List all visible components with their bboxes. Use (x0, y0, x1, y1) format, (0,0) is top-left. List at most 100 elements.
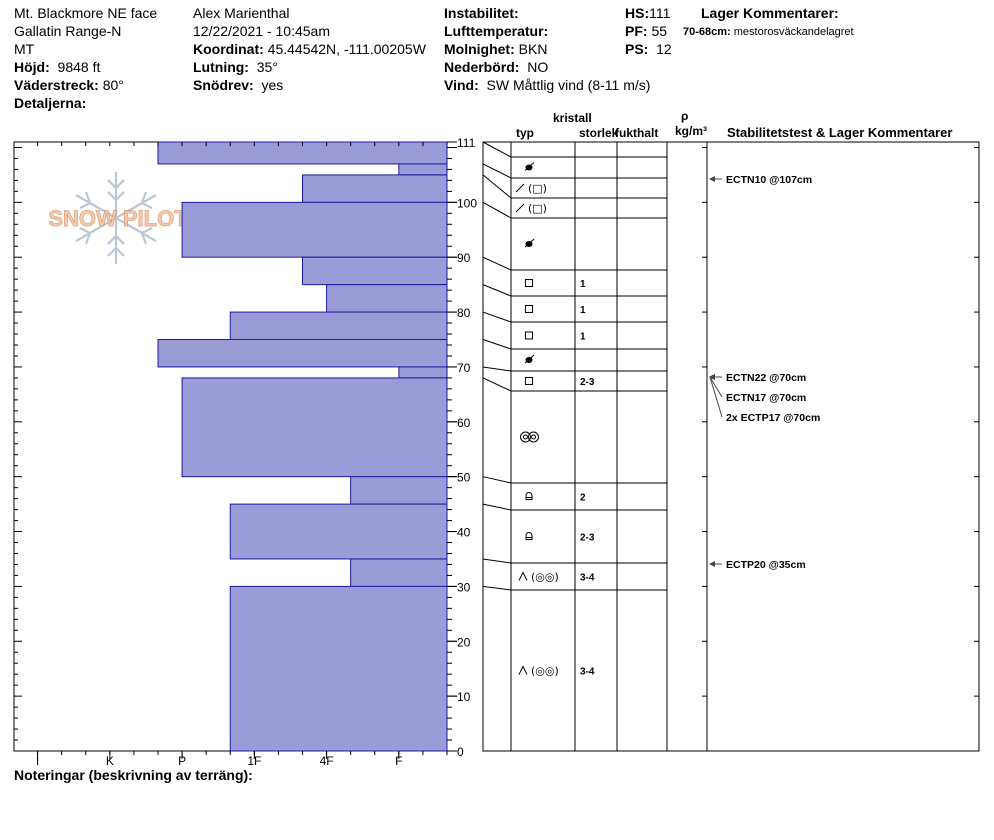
y-tick-label-80: 80 (457, 306, 471, 320)
ps-label: PS: (625, 41, 649, 57)
grain-rg-icon: (□) (528, 202, 547, 215)
notes-label: Noteringar (beskrivning av terräng): (14, 767, 253, 783)
stability-header: Stabilitetstest & Lager Kommentarer (727, 125, 953, 140)
y-tick-label-20: 20 (457, 635, 471, 649)
grain-mfcr-paren: (◎◎) (531, 571, 559, 584)
y-tick-label-0: 0 (457, 745, 464, 759)
hardness-bar-13 (229, 585, 448, 752)
elevation-label: Höjd: (14, 59, 50, 75)
grain-fc-icon (525, 305, 533, 313)
density-header: kg/m³ (675, 124, 708, 138)
layer-row-7 (524, 354, 535, 364)
aspect-row: Väderstreck: 80° (14, 77, 124, 93)
datetime: 12/22/2021 - 10:45am (193, 23, 330, 39)
slope-value: 35° (256, 59, 278, 75)
hardness-bar-5 (326, 284, 448, 313)
grain-size-label-11: 2-3 (580, 533, 595, 544)
layer-row-5: 1 (525, 305, 586, 316)
grain-fc-icon (525, 377, 533, 385)
precip-row: Nederbörd: NO (444, 59, 548, 75)
axis-ticks: I K P 1F 4F F 0 10 20 30 40 50 60 70 80 90 100 111 (14, 136, 477, 768)
grain-size-label-5: 1 (580, 305, 586, 316)
y-tick-label-90: 90 (457, 251, 471, 265)
x-tick-label-1F: 1F (247, 754, 261, 768)
drift-row: Snödrev: yes (193, 77, 283, 93)
layer-row-6: 1 (525, 331, 586, 343)
rho-header: ρ (681, 109, 689, 123)
layer-comment-text: mestorosväckandelagret (733, 26, 854, 38)
coordinate-label: Koordinat: (193, 41, 264, 57)
wind-desc: Måttlig vind (8-11 m/s) (512, 77, 651, 93)
layer-leader-1 (482, 163, 512, 179)
grain-sh-icon (518, 665, 528, 675)
layer-row-11: 2-3 (525, 532, 595, 544)
wind-dir: SW (486, 77, 510, 93)
hardness-bar-11 (229, 503, 448, 560)
stability-test-label: ECTN22 @70cm (726, 372, 806, 384)
grain-size-label-10: 2 (580, 493, 586, 504)
layer-leader-7 (482, 339, 512, 350)
layer-row-2: (□) (515, 202, 547, 215)
layer-leader-0 (482, 141, 512, 158)
layer-row-13: (◎◎) 3-4 (518, 665, 595, 678)
grain-df-icon (515, 203, 525, 213)
stability-test-4: ECTP20 @35cm (709, 559, 806, 571)
y-tick-label-30: 30 (457, 580, 471, 594)
layer-row-12: (◎◎) 3-4 (518, 571, 595, 584)
aspect-value: 80° (102, 77, 124, 93)
sky-label: Molnighet: (444, 41, 515, 57)
test-arrow-head (709, 176, 715, 182)
sky-row: Molnighet: BKN (444, 41, 547, 57)
test-arrow-line (709, 376, 723, 418)
aspect-label: Väderstreck: (14, 77, 99, 93)
grain-fc-icon (525, 279, 533, 287)
layer-comment-row: 70-68cm: mestorosväckandelagret (683, 24, 854, 40)
layer-leader-9 (482, 377, 512, 392)
layer-row-3 (524, 238, 535, 248)
crystal-header: kristall (553, 111, 592, 125)
layer-row-4: 1 (525, 279, 586, 290)
elevation-value: 9848 ft (57, 59, 101, 75)
airtemp-label: Lufttemperatur: (444, 23, 549, 39)
hardness-bar-10 (350, 476, 448, 505)
slope-row: Lutning: 35° (193, 59, 278, 75)
state: MT (14, 41, 35, 57)
layer-leader-11 (482, 503, 512, 511)
observer: Alex Marienthal (193, 5, 290, 21)
stability-tests: ECTN10 @107cm ECTN22 @70cm ECTN17 @70cm 2x … (709, 174, 820, 571)
x-tick-label-4F: 4F (320, 754, 334, 768)
size-header: storlek (579, 126, 617, 140)
test-arrow-line (709, 376, 723, 398)
layer-row-1: (□) (515, 182, 547, 195)
hardness-bar-4 (302, 256, 448, 286)
grain-dh-icon (525, 492, 533, 500)
sky-value: BKN (518, 41, 548, 57)
wind-label: Vind: (444, 77, 479, 93)
snowflake-icon: SNOW PILOT (48, 172, 189, 264)
grain-mfcr-dot (523, 434, 528, 440)
y-tick-label-100: 100 (457, 196, 477, 210)
grain-mfcr-icon (520, 431, 531, 443)
snowpilot-logo: SNOW PILOT (38, 170, 198, 270)
layer-comment-range: 70-68cm: (683, 26, 731, 38)
hardness-bar-9 (181, 377, 448, 478)
grain-mf-stroke (524, 162, 535, 171)
layer-leader-13 (482, 585, 512, 591)
grain-mfcr-dot-2 (531, 434, 536, 440)
layer-grid: (□) (□) 1 1 1 2-3 2 2-3 (◎◎) 3-4 (◎◎) 3-4 (482, 141, 667, 678)
grain-size-label-12: 3-4 (580, 573, 595, 584)
layer-leader-8 (482, 366, 512, 372)
grain-size-label-4: 1 (580, 279, 586, 290)
x-tick-label-K: K (106, 754, 114, 768)
layer-row-10: 2 (525, 492, 586, 504)
range: Gallatin Range-N (14, 23, 122, 39)
test-arrow-head (709, 374, 715, 380)
layer-row-0 (524, 162, 535, 171)
location: Mt. Blackmore NE face (14, 5, 158, 21)
layer-leader-10 (482, 476, 512, 484)
grain-size-label-13: 3-4 (580, 667, 595, 678)
slope-label: Lutning: (193, 59, 249, 75)
hardness-bar-1 (398, 163, 448, 176)
chart-frames (13, 141, 980, 752)
type-header: typ (516, 126, 534, 140)
